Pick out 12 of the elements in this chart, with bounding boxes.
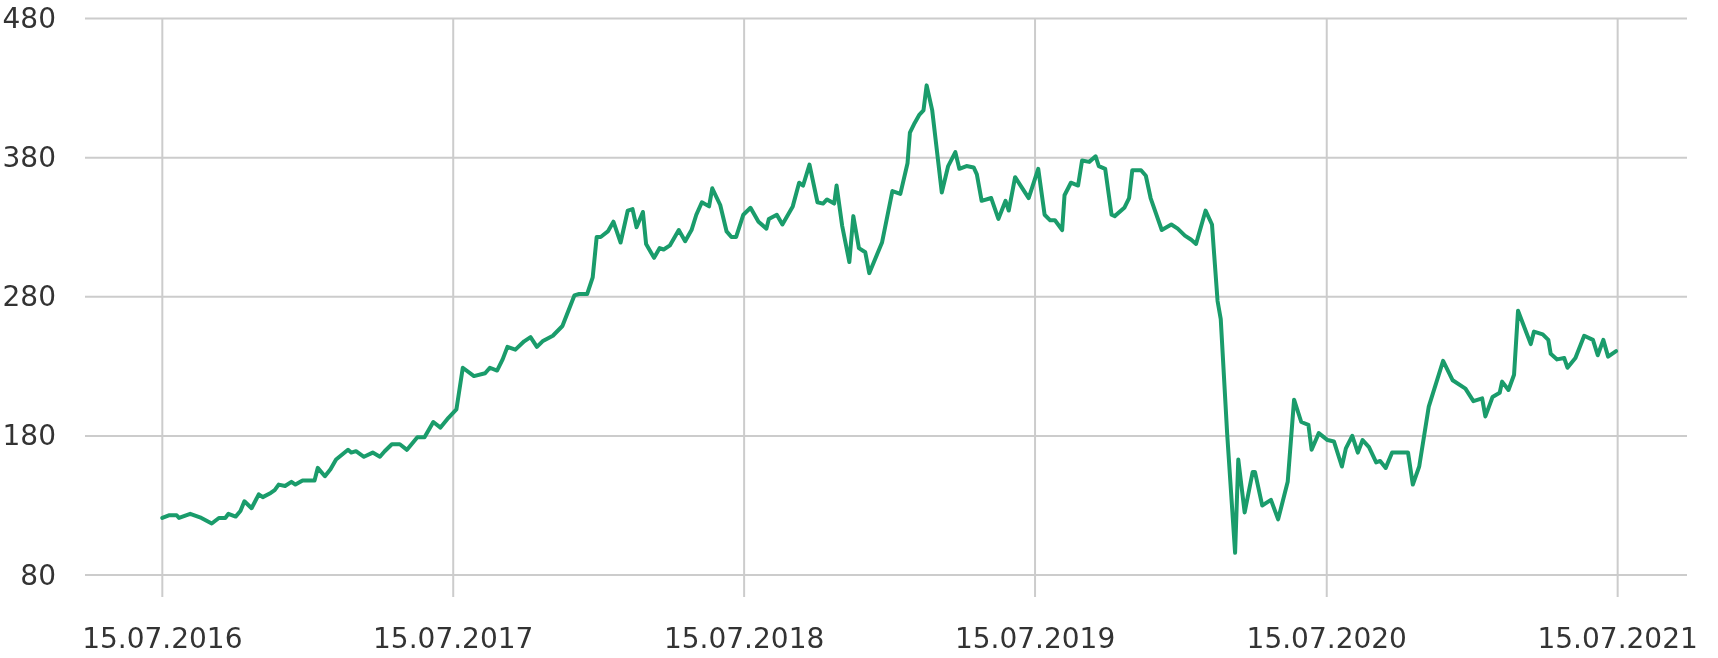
- y-tick-label: 380: [2, 141, 56, 175]
- y-tick-label: 180: [2, 419, 56, 453]
- x-tick-label: 15.07.2018: [663, 621, 825, 655]
- x-tick-label: 15.07.2017: [373, 621, 534, 655]
- line-series: [160, 83, 1619, 555]
- x-tick-label: 15.07.2019: [954, 621, 1116, 655]
- x-tick-label: 15.07.2020: [1246, 621, 1407, 655]
- x-tick-label: 15.07.2016: [82, 621, 243, 655]
- y-tick-label: 280: [2, 280, 56, 314]
- x-tick-label: 15.07.2021: [1537, 621, 1698, 655]
- y-tick-label: 80: [20, 558, 56, 592]
- y-tick-label: 480: [2, 2, 56, 36]
